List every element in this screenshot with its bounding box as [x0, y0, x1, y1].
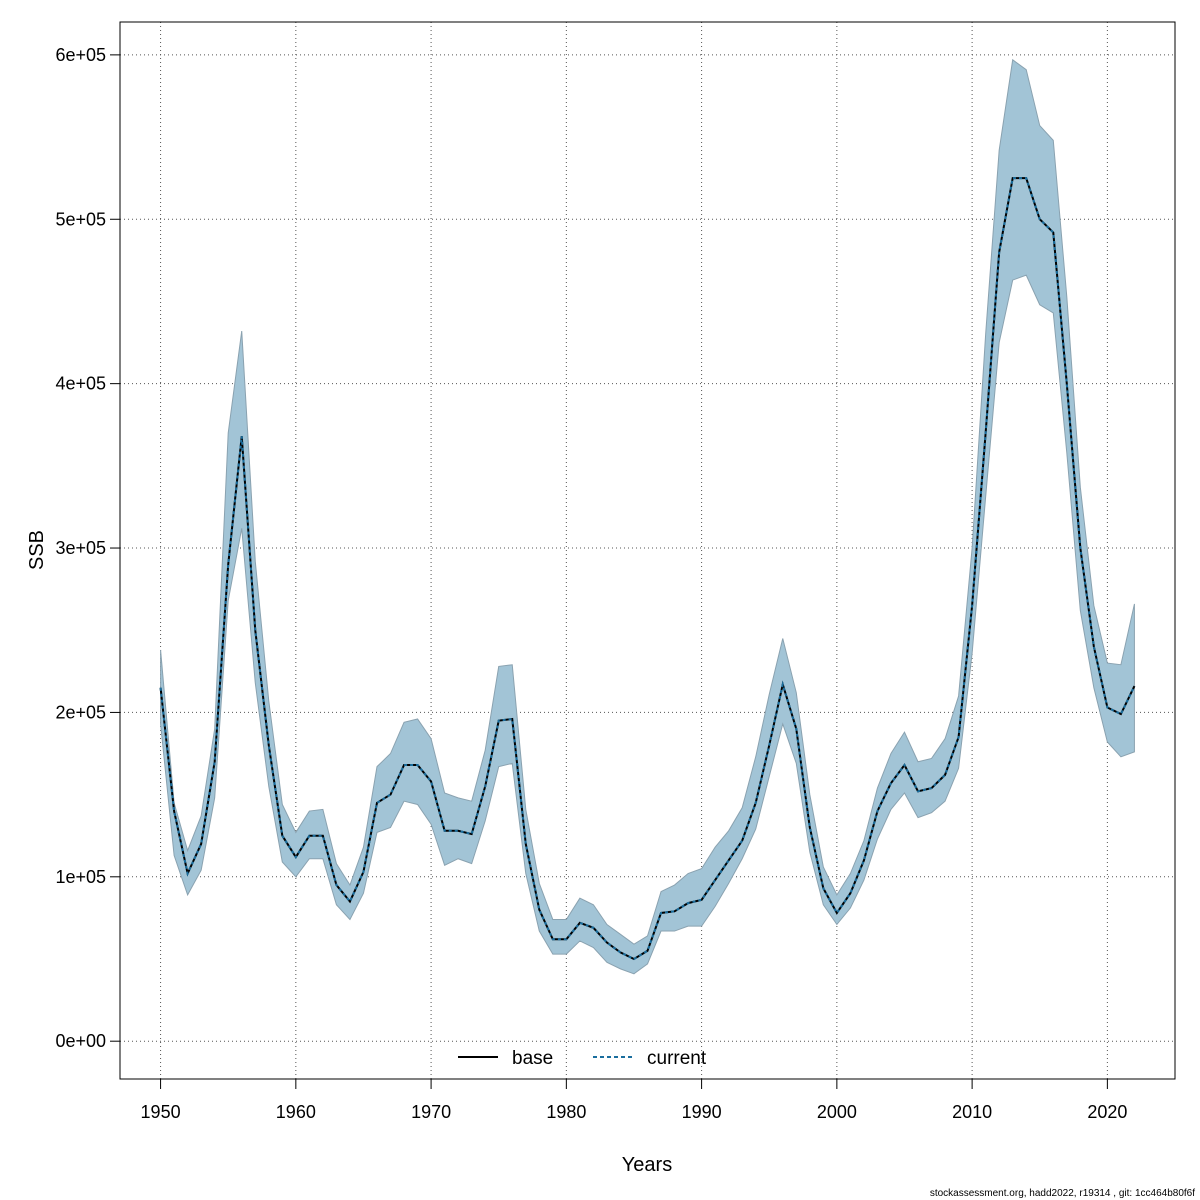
x-tick-label: 2010	[952, 1102, 992, 1122]
x-tick-label: 1960	[276, 1102, 316, 1122]
y-axis-title: SSB	[26, 530, 48, 570]
confidence-band	[160, 58, 1135, 975]
y-tick-label: 1e+05	[55, 867, 106, 887]
legend: base current	[458, 1048, 707, 1069]
y-tick-label: 0e+00	[55, 1031, 106, 1051]
y-axis: 0e+00 1e+05 2e+05 3e+05 4e+05 5e+05 6e+05	[55, 45, 121, 1051]
x-tick-label: 1990	[682, 1102, 722, 1122]
x-tick-label: 2000	[817, 1102, 857, 1122]
series-line-current	[159, 177, 1136, 961]
confidence-band-layer	[160, 58, 1135, 975]
y-tick-label: 3e+05	[55, 538, 106, 558]
x-tick-label: 1970	[411, 1102, 451, 1122]
x-axis: 1950 1960 1970 1980 1990 2000 2010 2020	[141, 1078, 1127, 1122]
x-axis-title: Years	[622, 1154, 672, 1176]
x-tick-label: 2020	[1087, 1102, 1127, 1122]
legend-base-label: base	[512, 1048, 553, 1069]
series-lines-layer	[159, 177, 1136, 961]
y-tick-label: 2e+05	[55, 702, 106, 722]
x-tick-label: 1950	[141, 1102, 181, 1122]
x-tick-label: 1980	[546, 1102, 586, 1122]
y-tick-label: 4e+05	[55, 374, 106, 394]
grid-lines	[120, 22, 1175, 1079]
footnote: stockassessment.org, hadd2022, r19314 , …	[930, 1188, 1195, 1199]
y-tick-label: 6e+05	[55, 45, 106, 65]
y-tick-label: 5e+05	[55, 209, 106, 229]
legend-current-label: current	[647, 1048, 707, 1069]
